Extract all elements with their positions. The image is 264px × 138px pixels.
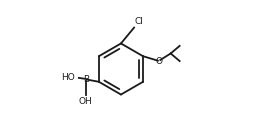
Text: HO: HO — [61, 73, 75, 82]
Text: OH: OH — [79, 97, 93, 106]
Text: O: O — [155, 57, 162, 66]
Text: Cl: Cl — [135, 17, 144, 26]
Text: B: B — [83, 75, 89, 84]
